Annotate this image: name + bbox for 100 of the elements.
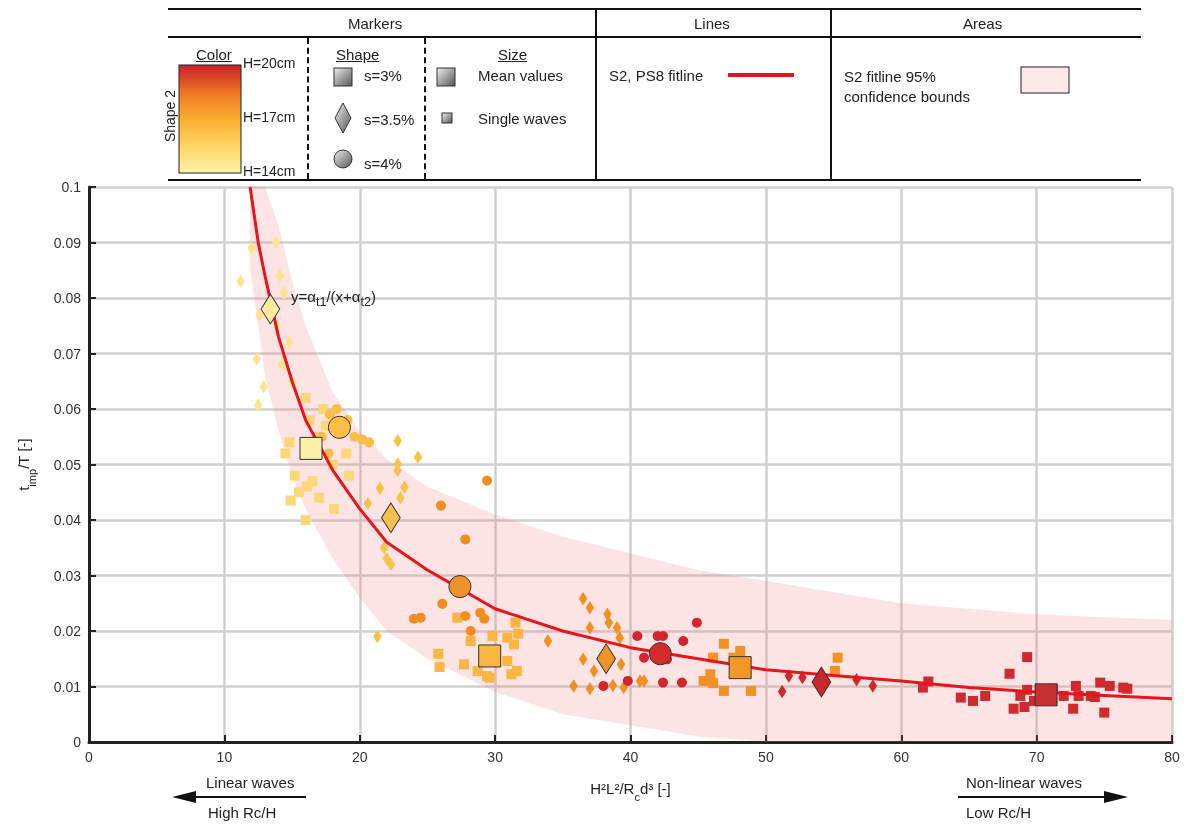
point xyxy=(868,679,878,693)
point xyxy=(676,677,687,688)
x-tick-label: 60 xyxy=(893,749,910,765)
color-bar-label: H=14cm xyxy=(243,163,296,179)
point xyxy=(735,645,746,656)
point xyxy=(678,635,689,646)
point xyxy=(482,475,492,486)
point xyxy=(331,404,342,414)
point xyxy=(718,685,729,696)
point xyxy=(1122,683,1133,694)
text: Non-linear waves xyxy=(966,774,1082,791)
text: S2 fitline 95% confidence bounds xyxy=(844,67,971,107)
point xyxy=(955,692,966,703)
point xyxy=(1022,652,1033,663)
point xyxy=(341,448,352,459)
point xyxy=(1034,683,1058,707)
point xyxy=(632,631,643,641)
y-tick-label: 0 xyxy=(73,734,82,750)
text: Mean values xyxy=(478,67,564,84)
point xyxy=(509,639,520,650)
y-tick-label: 0.07 xyxy=(53,345,82,362)
point xyxy=(343,470,354,481)
y-tick-label: 0.03 xyxy=(53,567,82,584)
y-tick-label: 0.1 xyxy=(61,179,82,195)
y-axis-title: timp/T [-] xyxy=(15,438,38,491)
point xyxy=(980,690,991,701)
point xyxy=(598,680,609,691)
text: s=3.5% xyxy=(364,111,415,128)
point xyxy=(252,352,262,366)
point xyxy=(280,448,291,459)
point xyxy=(253,398,263,412)
point xyxy=(506,669,517,680)
x-tick-label: 30 xyxy=(487,749,504,765)
point xyxy=(1004,668,1015,679)
point xyxy=(589,664,599,678)
point xyxy=(299,436,323,460)
point xyxy=(379,541,389,555)
y-tick-label: 0.02 xyxy=(53,623,82,639)
point xyxy=(578,592,588,606)
x-tick-label: 0 xyxy=(85,749,94,765)
y-tick-label: 0.08 xyxy=(53,290,82,306)
x-tick-label: 10 xyxy=(216,749,233,765)
point xyxy=(622,675,633,686)
point xyxy=(465,626,476,636)
point xyxy=(502,655,513,666)
y-tick-label: 0.06 xyxy=(53,401,82,417)
text: Shape xyxy=(336,46,380,63)
point xyxy=(705,669,716,680)
text: s=3% xyxy=(364,67,402,84)
text: S2, PS8 fitline xyxy=(609,67,704,84)
point xyxy=(318,404,329,414)
point xyxy=(314,492,325,503)
text: Markers xyxy=(348,15,403,32)
point xyxy=(510,617,521,628)
point xyxy=(437,598,448,609)
point xyxy=(357,434,368,445)
point xyxy=(458,659,469,670)
point xyxy=(289,470,300,481)
point xyxy=(301,481,312,492)
x-tick-label: 80 xyxy=(1164,749,1180,765)
y-tick-label: 0.04 xyxy=(53,512,82,528)
point xyxy=(460,534,471,545)
x-tick-label: 20 xyxy=(351,749,368,765)
point xyxy=(1070,680,1081,691)
point xyxy=(1008,703,1019,714)
color-bar-label: H=20cm xyxy=(243,55,296,71)
annotation: y=α$_{t1}$/(x+α$_{t2}$) xyxy=(291,288,376,311)
point xyxy=(434,662,445,673)
text: Linear waves xyxy=(206,774,295,791)
point xyxy=(708,678,719,689)
point xyxy=(1019,702,1030,713)
text: Size xyxy=(498,46,528,63)
text: High Rc/H xyxy=(208,804,277,821)
point xyxy=(408,613,419,624)
point xyxy=(832,652,843,663)
point xyxy=(452,612,463,623)
y-tick-label: 0.09 xyxy=(53,234,82,251)
point xyxy=(1068,703,1079,714)
y-tick-label: 0.05 xyxy=(53,456,82,473)
point xyxy=(479,613,490,624)
text: Low Rc/H xyxy=(966,804,1032,821)
x-tick-label: 40 xyxy=(622,749,639,765)
point xyxy=(1095,677,1106,688)
color-bar-label: H=17cm xyxy=(243,109,296,125)
point xyxy=(543,634,553,648)
text: s=4% xyxy=(364,155,402,172)
point xyxy=(968,695,978,706)
point xyxy=(275,269,285,283)
point xyxy=(718,638,729,649)
point xyxy=(300,515,311,525)
point xyxy=(433,648,444,659)
point xyxy=(639,652,650,663)
point xyxy=(435,500,446,511)
point xyxy=(460,611,471,622)
point xyxy=(285,495,296,506)
color-bar-title: Shape 2 xyxy=(162,88,178,145)
point xyxy=(349,431,360,442)
text: Areas xyxy=(963,15,1003,32)
text: Single waves xyxy=(478,110,567,127)
point xyxy=(465,635,476,646)
